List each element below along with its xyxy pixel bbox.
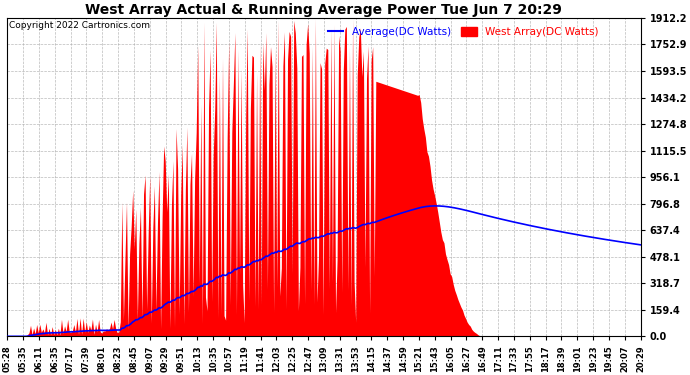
Legend: Average(DC Watts), West Array(DC Watts): Average(DC Watts), West Array(DC Watts): [324, 23, 603, 42]
Title: West Array Actual & Running Average Power Tue Jun 7 20:29: West Array Actual & Running Average Powe…: [86, 3, 562, 17]
Text: Copyright 2022 Cartronics.com: Copyright 2022 Cartronics.com: [8, 21, 150, 30]
